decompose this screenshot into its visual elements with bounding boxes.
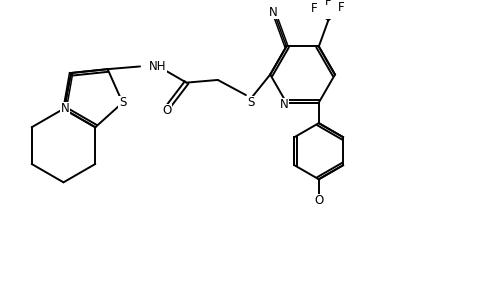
Text: S: S	[119, 96, 126, 109]
Text: S: S	[247, 96, 254, 109]
Text: N: N	[269, 6, 278, 19]
Text: F: F	[338, 1, 345, 14]
Text: F: F	[325, 0, 332, 8]
Text: N: N	[61, 102, 69, 115]
Text: N: N	[280, 98, 289, 111]
Text: O: O	[163, 104, 172, 117]
Text: NH: NH	[149, 60, 166, 73]
Text: O: O	[314, 194, 324, 207]
Text: F: F	[311, 2, 317, 15]
